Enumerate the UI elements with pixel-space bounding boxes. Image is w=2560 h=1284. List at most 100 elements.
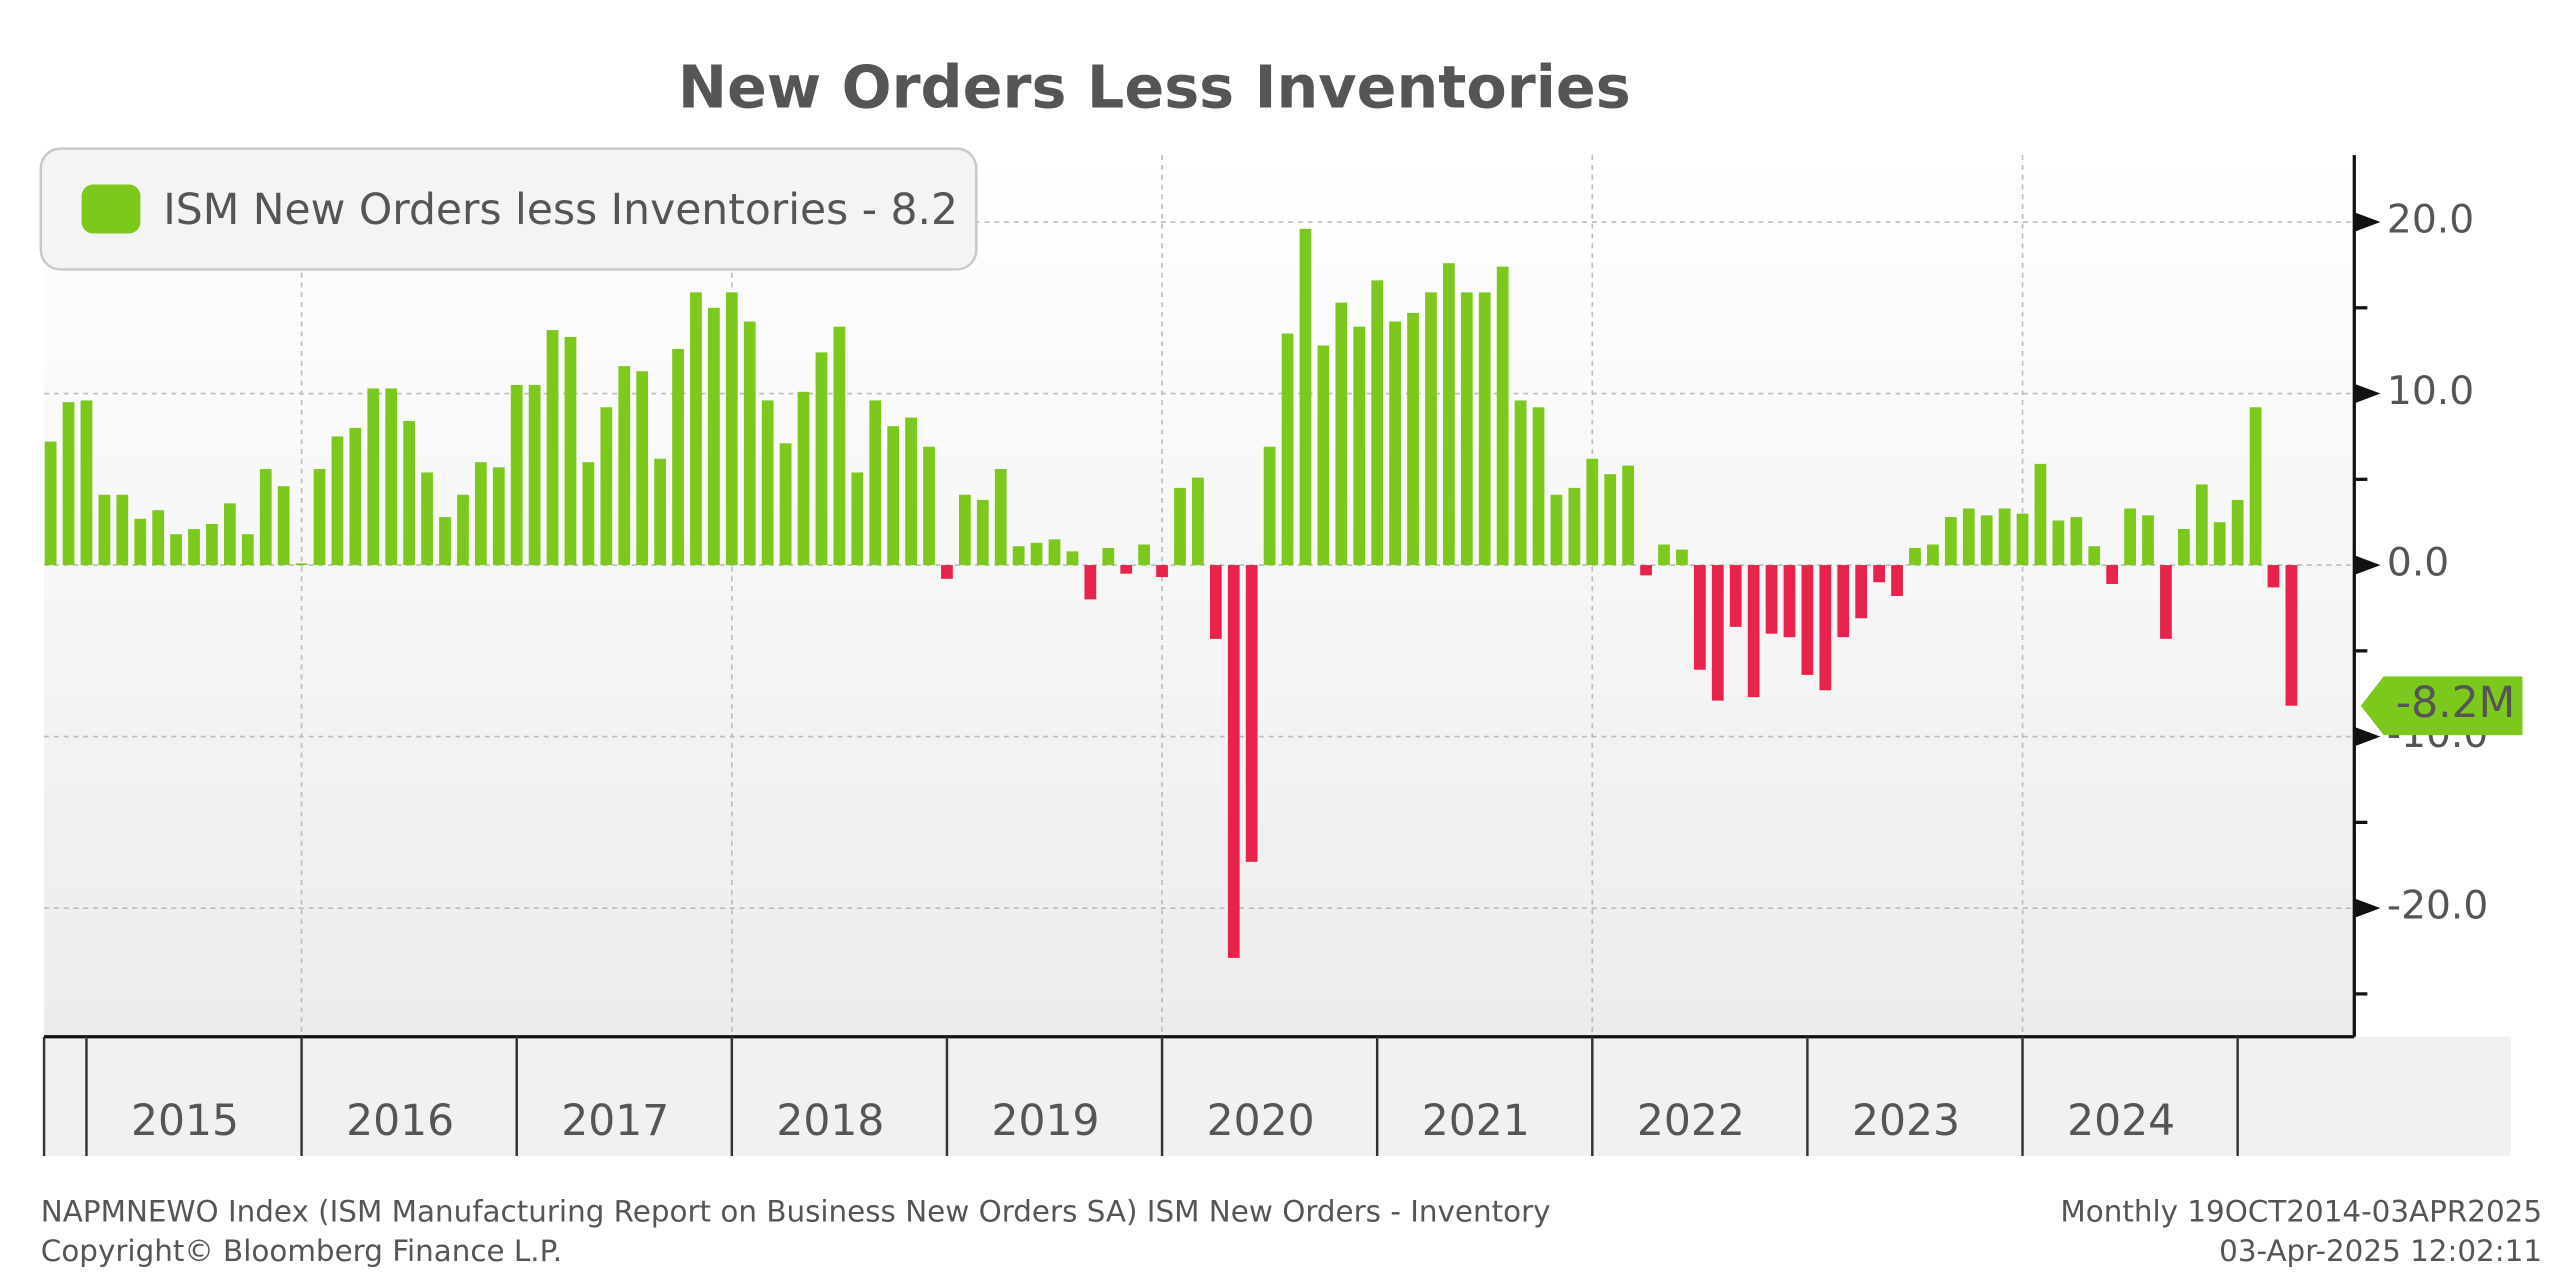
bar	[295, 563, 308, 566]
bar	[80, 400, 93, 566]
bar	[492, 467, 505, 566]
bar	[1783, 565, 1796, 638]
bar	[1586, 458, 1599, 566]
bar	[1837, 565, 1850, 638]
bar	[2195, 484, 2208, 566]
bar	[2160, 565, 2172, 639]
bar	[2088, 546, 2101, 566]
bar	[2249, 407, 2262, 566]
bar	[690, 292, 702, 566]
bar	[1550, 494, 1563, 566]
bar	[1532, 407, 1545, 566]
x-tick-label: 2020	[1207, 1097, 1315, 1146]
bar	[815, 352, 828, 566]
footer-left: Copyright© Bloomberg Finance L.P.	[41, 1234, 562, 1268]
bar	[1425, 292, 1437, 566]
bar	[654, 458, 666, 566]
bar	[1962, 508, 1975, 566]
bar	[1263, 446, 1276, 566]
bar	[1120, 565, 1133, 574]
bar	[887, 426, 900, 566]
bar	[1102, 547, 1115, 566]
bar	[528, 384, 541, 566]
bar	[1676, 549, 1688, 566]
bar	[976, 499, 989, 566]
bar	[1245, 565, 1258, 862]
bar	[1371, 280, 1384, 566]
legend-box	[39, 147, 978, 271]
bar	[188, 529, 200, 566]
bar	[277, 486, 290, 566]
y-tick-mark	[2354, 555, 2381, 575]
y-tick-label: 10.0	[2387, 369, 2474, 414]
bar	[331, 436, 344, 566]
bar	[259, 469, 272, 566]
x-tick-label: 2021	[1422, 1097, 1530, 1146]
bar	[1030, 542, 1043, 566]
x-tick-label: 2019	[992, 1097, 1100, 1146]
bar	[1227, 565, 1240, 958]
bar	[2016, 513, 2029, 566]
bar	[1156, 565, 1168, 578]
bar	[152, 510, 165, 566]
bar	[1192, 477, 1204, 566]
y-tick-label: -20.0	[2387, 884, 2488, 929]
bar	[474, 462, 487, 566]
bar	[1317, 345, 1330, 566]
x-tick-label: 2017	[561, 1097, 669, 1146]
bar	[1891, 565, 1903, 596]
bar	[708, 307, 720, 566]
x-tick-label: 2018	[776, 1097, 884, 1146]
bar	[672, 348, 684, 566]
bar	[1640, 565, 1652, 576]
bar	[2106, 565, 2119, 584]
legend: ISM New Orders less Inventories - 8.2	[39, 147, 978, 271]
bar	[1389, 321, 1401, 566]
bar	[1604, 474, 1617, 566]
bar	[564, 336, 577, 566]
bar	[241, 534, 254, 566]
bar	[1281, 333, 1294, 566]
bar	[994, 469, 1007, 566]
bar	[1012, 546, 1025, 566]
x-tick-label: 2023	[1852, 1097, 1960, 1146]
footer-left: NAPMNEWO Index (ISM Manufacturing Report…	[41, 1195, 1551, 1229]
bar	[367, 388, 380, 566]
bar	[1048, 539, 1061, 566]
bar	[98, 494, 111, 566]
bar	[1711, 565, 1724, 701]
bar	[1855, 565, 1868, 619]
bar	[1407, 312, 1419, 566]
bar	[2267, 565, 2280, 588]
y-tick-label: 0.0	[2387, 541, 2449, 586]
bar	[923, 446, 935, 566]
x-tick-label: 2016	[346, 1097, 454, 1146]
bar	[439, 517, 451, 566]
last-value-marker	[2360, 676, 2523, 736]
bar	[44, 441, 57, 566]
bar	[1138, 544, 1151, 566]
bar	[1174, 487, 1186, 566]
bar	[1927, 544, 1939, 566]
x-tick-label: 2015	[131, 1097, 239, 1146]
bar	[1622, 465, 1635, 566]
bar	[1443, 263, 1455, 566]
bar	[1819, 565, 1832, 691]
bar	[134, 518, 147, 566]
bar	[1909, 547, 1921, 566]
bar	[62, 402, 75, 566]
bar	[2142, 515, 2154, 566]
bar	[1944, 517, 1957, 566]
bar	[797, 391, 810, 566]
axes: 20.010.00.0-10.0-20.02015201620172018201…	[42, 198, 2523, 1156]
bar	[1353, 326, 1366, 566]
bar	[1873, 565, 1885, 583]
bar	[1980, 515, 1993, 566]
bar	[313, 469, 326, 566]
bar	[2124, 508, 2136, 566]
bar	[1209, 565, 1222, 639]
bar	[1496, 266, 1509, 566]
bar	[2231, 499, 2244, 566]
